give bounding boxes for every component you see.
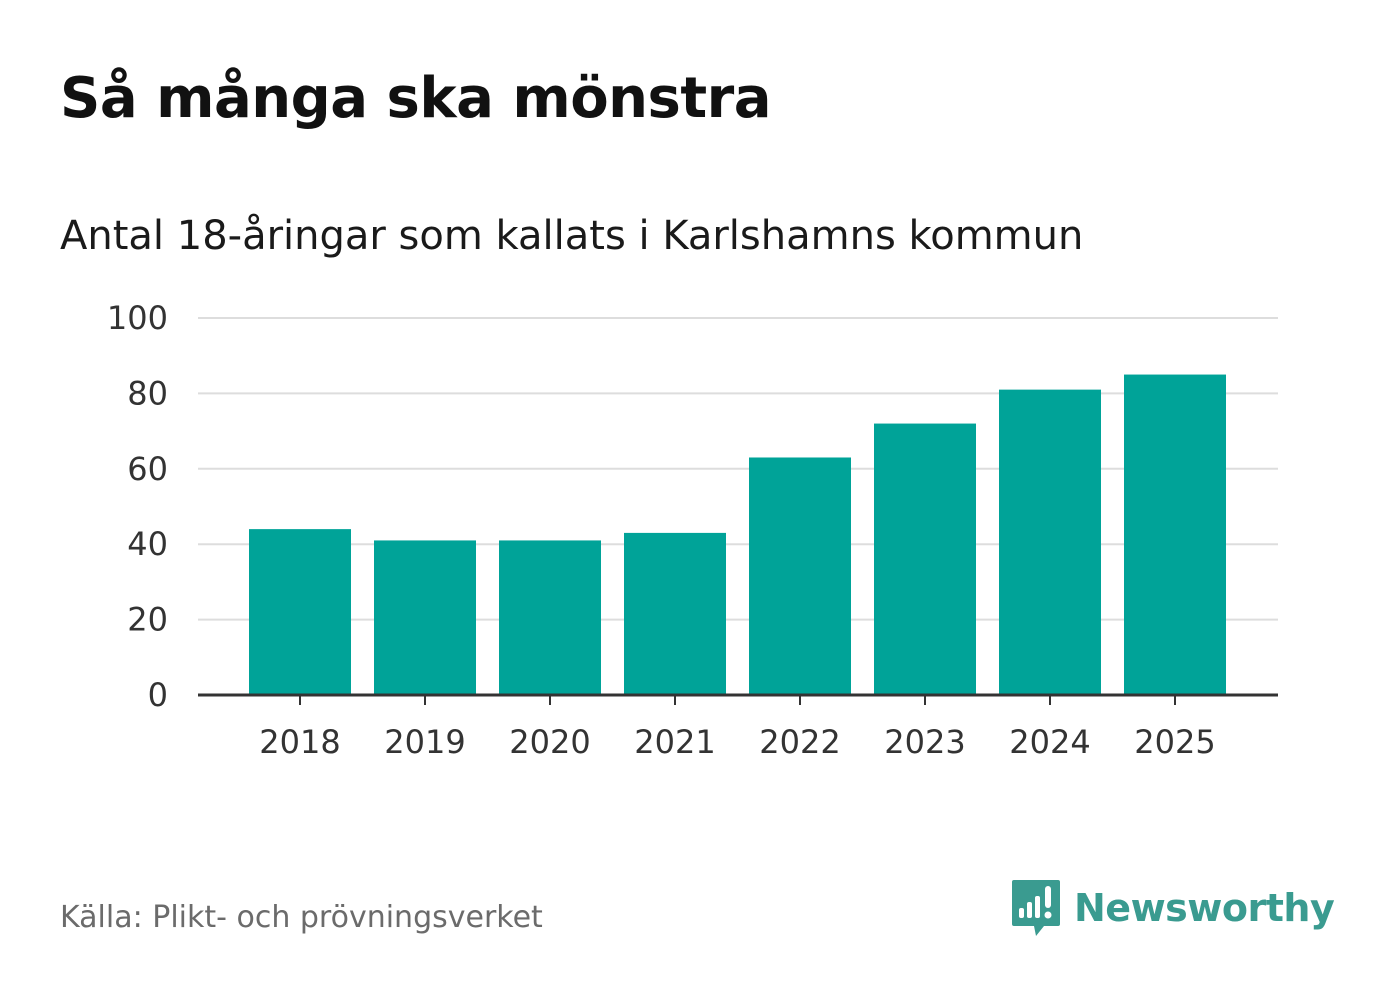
y-tick-label-20: 20	[127, 601, 168, 639]
x-tick-label-2020: 2020	[509, 723, 590, 761]
newsworthy-logo: Newsworthy	[1010, 878, 1335, 938]
y-tick-label-40: 40	[127, 525, 168, 563]
brand-name: Newsworthy	[1074, 886, 1335, 930]
bar-2018	[249, 529, 351, 695]
x-tick-label-2022: 2022	[759, 723, 840, 761]
x-tick-label-2023: 2023	[884, 723, 965, 761]
bar-2022	[749, 457, 851, 695]
x-axis	[198, 693, 1278, 705]
bar-2023	[874, 423, 976, 695]
bars	[249, 374, 1226, 695]
y-tick-label-60: 60	[127, 450, 168, 488]
source-note: Källa: Plikt- och prövningsverket	[60, 900, 543, 935]
bar-chart-speech-bubble-icon	[1012, 880, 1060, 936]
bar-2025	[1124, 374, 1226, 695]
bar-2024	[999, 389, 1101, 695]
x-tick-label-2018: 2018	[259, 723, 340, 761]
chart-subtitle: Antal 18-åringar som kallats i Karlshamn…	[60, 213, 1084, 259]
bar-2021	[624, 532, 726, 695]
x-tick-label-2024: 2024	[1009, 723, 1090, 761]
chart-title: Så många ska mönstra	[60, 66, 772, 131]
x-axis-ticks: 2018 2019 2020 2021 2022 2023 2024 2025	[259, 723, 1215, 761]
bar-2020	[499, 540, 601, 695]
gridlines	[198, 317, 1278, 621]
y-tick-label-100: 100	[107, 299, 168, 337]
y-tick-label-0: 0	[148, 676, 168, 714]
x-tick-label-2021: 2021	[634, 723, 715, 761]
x-tick-label-2019: 2019	[384, 723, 465, 761]
bar-2019	[374, 540, 476, 695]
x-tick-label-2025: 2025	[1134, 723, 1215, 761]
y-axis-ticks: 0 20 40 60 80 100	[107, 299, 168, 714]
y-tick-label-80: 80	[127, 374, 168, 412]
bar-chart: 0 20 40 60 80 100 2018 2019 2020 2021 2022 2023 202…	[107, 299, 1278, 761]
